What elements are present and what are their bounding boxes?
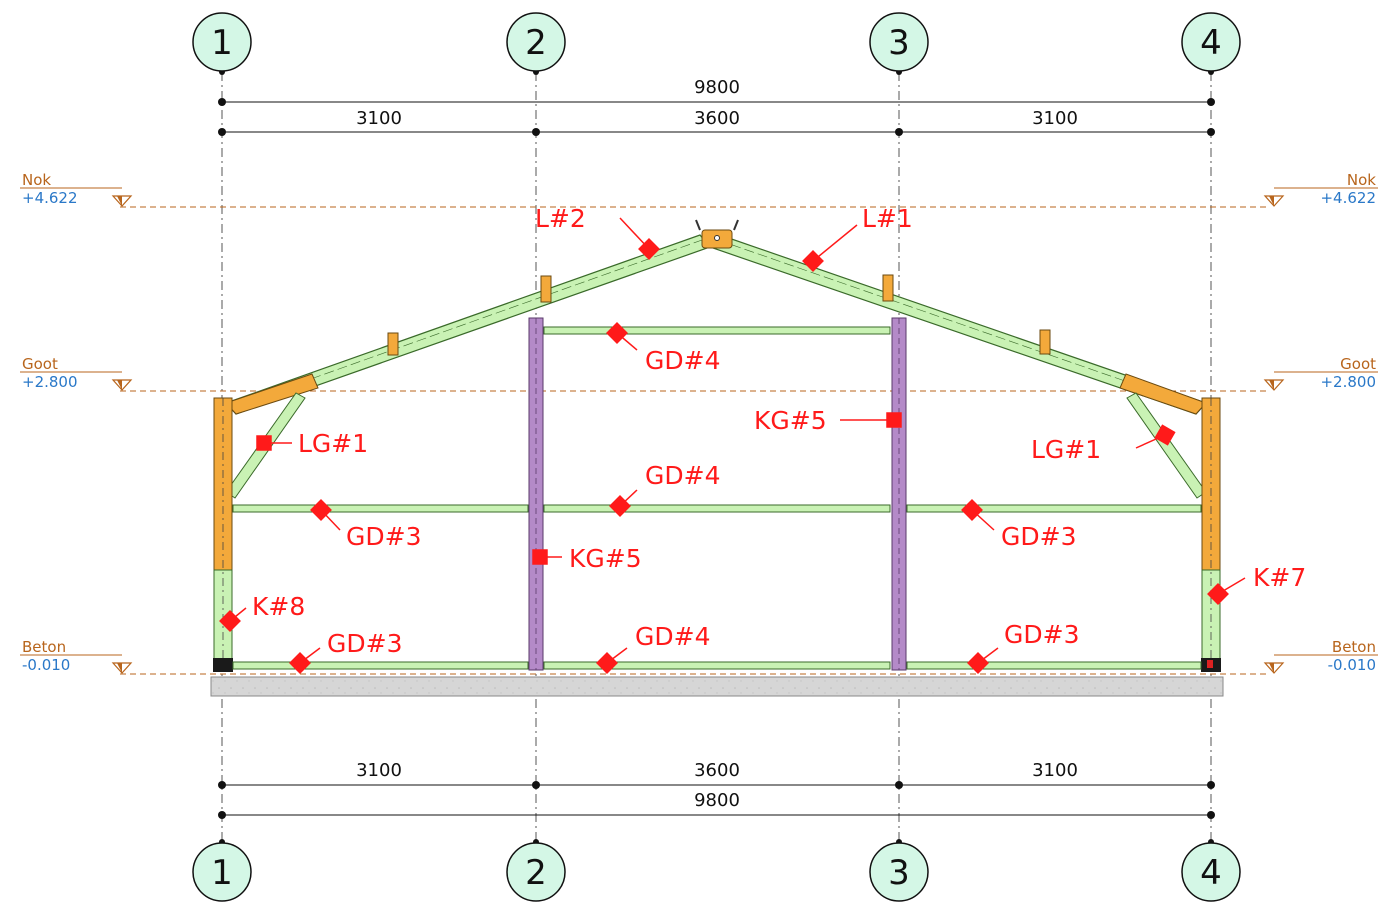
marker-k8 xyxy=(219,610,241,632)
axis-label-1-bottom: 1 xyxy=(211,853,233,893)
tag-gd4-bottom: GD#4 xyxy=(635,622,710,651)
member-markers xyxy=(219,217,1246,674)
axis-bubble-4-bottom xyxy=(1181,842,1241,902)
level-value-nok-left: +4.622 xyxy=(22,189,78,207)
tag-lg1-right: LG#1 xyxy=(1031,435,1101,464)
level-marker-goot-right: Goot +2.800 xyxy=(1263,355,1378,391)
level-value-beton-right: -0.010 xyxy=(1328,656,1376,674)
axis-bubble-3-top xyxy=(869,12,929,72)
level-name-beton-left: Beton xyxy=(22,638,66,656)
axis-bubble-3-bottom xyxy=(869,842,929,902)
axis-bubbles-top xyxy=(192,12,1241,72)
bottom-dim-span-3: 3100 xyxy=(1032,760,1078,781)
top-dimensions xyxy=(222,101,1211,133)
girt-top-middle xyxy=(543,326,891,335)
level-name-goot-left: Goot xyxy=(22,355,58,373)
level-marker-beton-left: Beton -0.010 xyxy=(20,638,133,674)
axis-label-4-top: 4 xyxy=(1200,23,1222,63)
level-marker-beton-right: Beton -0.010 xyxy=(1263,638,1378,674)
level-value-nok-right: +4.622 xyxy=(1320,189,1376,207)
knee-brace-right xyxy=(1126,392,1207,499)
level-name-nok-left: Nok xyxy=(22,171,51,189)
girt-bottom-right xyxy=(906,661,1202,670)
marker-gd3-bottom-left xyxy=(289,652,311,674)
axis-bubble-4-top xyxy=(1181,12,1241,72)
bottom-dimensions xyxy=(222,784,1211,816)
tag-gd3-mid-right: GD#3 xyxy=(1001,522,1076,551)
level-value-beton-left: -0.010 xyxy=(22,656,70,674)
marker-lg1-right xyxy=(1154,424,1176,446)
level-value-goot-left: +2.800 xyxy=(22,373,78,391)
girt-mid-right xyxy=(906,504,1202,513)
marker-l1 xyxy=(802,250,824,272)
bottom-dim-span-1: 3100 xyxy=(356,760,402,781)
top-dim-span-1: 3100 xyxy=(356,108,402,129)
girt-bottom-middle xyxy=(543,661,891,670)
tag-l2: L#2 xyxy=(535,204,586,233)
axis-bubble-1-top xyxy=(192,12,252,72)
haunch-left xyxy=(225,373,319,415)
tag-k8: K#8 xyxy=(252,592,305,621)
axis-label-1-top: 1 xyxy=(211,23,233,63)
tag-lg1-left: LG#1 xyxy=(298,429,368,458)
marker-gd4-mid xyxy=(609,495,631,517)
marker-kg5-right xyxy=(886,412,902,428)
axis-label-3-top: 3 xyxy=(888,23,910,63)
marker-gd4-top xyxy=(606,322,628,344)
ridge-connection xyxy=(695,219,739,249)
axis-label-3-bottom: 3 xyxy=(888,853,910,893)
top-dim-span-2: 3600 xyxy=(694,108,740,129)
marker-gd3-mid-left xyxy=(310,499,332,521)
tag-gd3-bottom-right: GD#3 xyxy=(1004,620,1079,649)
top-dim-total: 9800 xyxy=(694,77,740,98)
marker-k7 xyxy=(1207,583,1229,605)
tag-gd3-mid-left: GD#3 xyxy=(346,522,421,551)
girt-mid-left xyxy=(232,504,529,513)
axis-label-4-bottom: 4 xyxy=(1200,853,1222,893)
marker-l2 xyxy=(638,238,660,260)
axis-label-2-bottom: 2 xyxy=(525,853,547,893)
axis-bubble-1-bottom xyxy=(192,842,252,902)
tag-kg5-right: KG#5 xyxy=(754,406,827,435)
marker-kg5-left xyxy=(532,549,548,565)
haunch-right xyxy=(1119,373,1207,415)
tag-l1: L#1 xyxy=(862,204,913,233)
purlin-cleats xyxy=(387,274,1051,356)
bottom-dim-total: 9800 xyxy=(694,790,740,811)
level-marker-goot-left: Goot +2.800 xyxy=(20,355,133,391)
marker-lg1-left xyxy=(256,435,272,451)
level-marker-nok-left: Nok +4.622 xyxy=(20,171,133,207)
bottom-dim-span-2: 3600 xyxy=(694,760,740,781)
axis-label-2-top: 2 xyxy=(525,23,547,63)
top-dim-span-3: 3100 xyxy=(1032,108,1078,129)
level-marker-nok-right: Nok +4.622 xyxy=(1263,171,1378,207)
tag-kg5-left: KG#5 xyxy=(569,544,642,573)
girt-mid-middle xyxy=(543,504,891,513)
level-value-goot-right: +2.800 xyxy=(1320,373,1376,391)
marker-gd3-bottom-right xyxy=(967,652,989,674)
tag-k7: K#7 xyxy=(1253,563,1306,592)
concrete-slab xyxy=(210,676,1224,697)
level-name-beton-right: Beton xyxy=(1332,638,1376,656)
level-name-goot-right: Goot xyxy=(1340,355,1376,373)
level-name-nok-right: Nok xyxy=(1347,171,1376,189)
marker-gd4-bottom xyxy=(596,652,618,674)
axis-bubbles-bottom xyxy=(192,842,1241,902)
axis-bubble-2-bottom xyxy=(506,842,566,902)
tag-gd4-top: GD#4 xyxy=(645,346,720,375)
level-lines xyxy=(120,206,1270,675)
tag-gd4-mid: GD#4 xyxy=(645,461,720,490)
girt-bottom-left xyxy=(232,661,529,670)
axis-bubble-2-top xyxy=(506,12,566,72)
marker-gd3-mid-right xyxy=(961,499,983,521)
tag-gd3-bottom-left: GD#3 xyxy=(327,629,402,658)
